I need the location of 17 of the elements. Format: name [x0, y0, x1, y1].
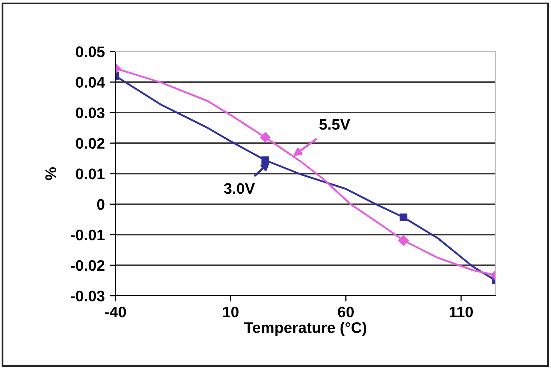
- y-tick-label: 0.02: [76, 138, 105, 150]
- y-tick-label: 0.04: [76, 77, 106, 88]
- y-tick-label: 0: [97, 199, 105, 210]
- x-tick-label: -40: [105, 306, 126, 318]
- x-tick-label: 10: [223, 306, 239, 318]
- y-tick-label: -0.02: [71, 260, 105, 272]
- y-axis-title: %: [46, 168, 56, 180]
- annotation: 3.0V: [224, 183, 256, 194]
- y-tick-label: 0.05: [76, 46, 105, 58]
- x-axis-title: Temperature (°C): [244, 322, 367, 336]
- annotation: 5.5V: [320, 119, 350, 130]
- y-tick-label: -0.01: [71, 230, 105, 241]
- y-tick-label: -0.03: [71, 290, 105, 302]
- x-tick-label: 110: [450, 306, 474, 318]
- y-tick-label: 0.03: [76, 108, 105, 119]
- x-tick-label: 60: [338, 306, 354, 318]
- y-tick-label: 0.01: [76, 168, 105, 180]
